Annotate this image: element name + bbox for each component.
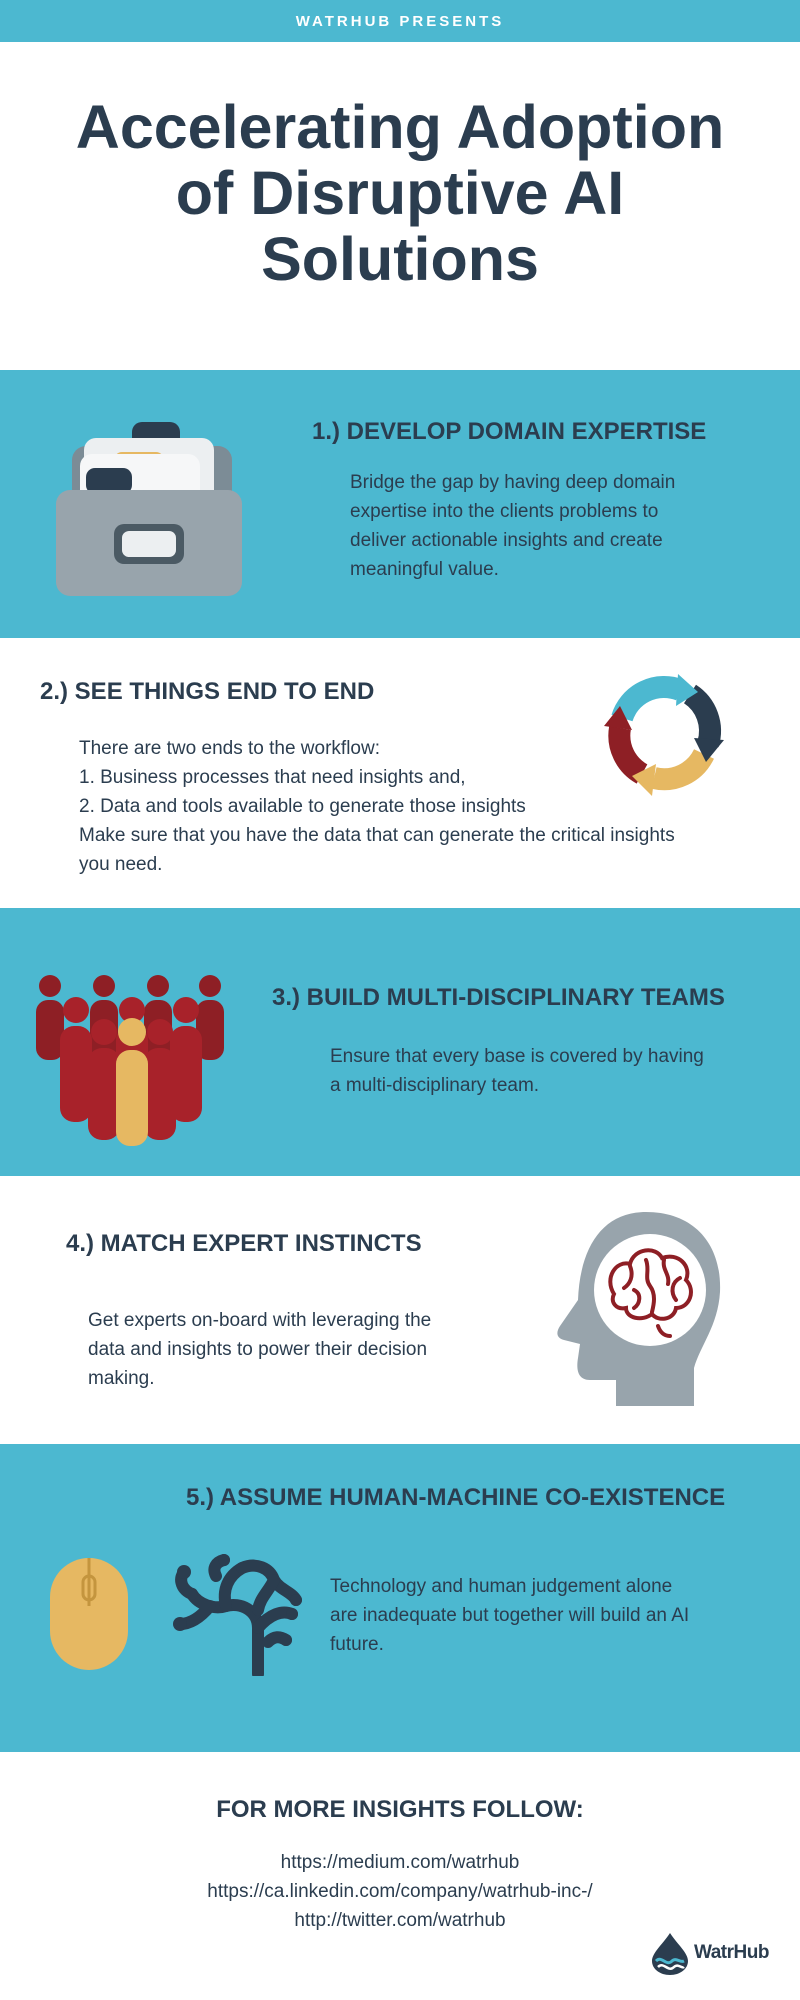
- section-body: Ensure that every base is covered by hav…: [330, 1042, 704, 1100]
- body-line: expertise into the clients problems to: [350, 501, 659, 522]
- body-line: There are two ends to the workflow:: [79, 738, 380, 759]
- body-line: Ensure that every base is covered by hav…: [330, 1046, 704, 1067]
- body-line: deliver actionable insights and create: [350, 530, 663, 551]
- section-body: Bridge the gap by having deep domain exp…: [350, 468, 675, 584]
- section-heading: 1.) DEVELOP DOMAIN EXPERTISE: [312, 418, 707, 445]
- team-people-icon: [36, 975, 224, 1146]
- medium-link[interactable]: https://medium.com/watrhub: [280, 1852, 520, 1873]
- body-line: you need.: [79, 854, 163, 875]
- title-line: Solutions: [261, 225, 539, 293]
- body-line: Make sure that you have the data that ca…: [79, 825, 675, 846]
- body-line: a multi-disciplinary team.: [330, 1075, 540, 1096]
- section-expert-instincts: 4.) MATCH EXPERT INSTINCTS Get experts o…: [0, 1176, 800, 1444]
- head-brain-icon: [557, 1212, 721, 1406]
- section-end-to-end: 2.) SEE THINGS END TO END There are two …: [0, 638, 800, 908]
- top-banner: WATRHUB PRESENTS: [0, 0, 800, 42]
- section-heading: 2.) SEE THINGS END TO END: [40, 678, 375, 705]
- cycle-arrows-icon: [604, 674, 724, 796]
- watrhub-logo: WatrHub: [650, 1930, 769, 1976]
- section-body: There are two ends to the workflow: 1. B…: [79, 734, 526, 821]
- page-title: Accelerating Adoption of Disruptive AI S…: [40, 94, 760, 292]
- body-line: making.: [88, 1368, 155, 1389]
- section-body: Get experts on-board with leveraging the…: [88, 1306, 431, 1393]
- section-body: Technology and human judgement alone are…: [330, 1572, 689, 1659]
- body-line: Technology and human judgement alone: [330, 1576, 673, 1597]
- section-heading: 5.) ASSUME HUMAN-MACHINE CO-EXISTENCE: [186, 1484, 726, 1511]
- section-domain-expertise: 1.) DEVELOP DOMAIN EXPERTISE Bridge the …: [0, 370, 800, 638]
- linkedin-link[interactable]: https://ca.linkedin.com/company/watrhub-…: [207, 1881, 593, 1902]
- twitter-link[interactable]: http://twitter.com/watrhub: [294, 1910, 506, 1931]
- presenter-label: WATRHUB PRESENTS: [295, 12, 505, 30]
- body-line: data and insights to power their decisio…: [88, 1339, 428, 1360]
- body-line: future.: [330, 1634, 384, 1655]
- computer-mouse-icon: [50, 1558, 128, 1670]
- body-line: meaningful value.: [350, 559, 499, 580]
- water-drop-icon: [652, 1933, 688, 1975]
- section-coexistence: 5.) ASSUME HUMAN-MACHINE CO-EXISTENCE Te…: [0, 1444, 800, 1752]
- neural-tree-icon: [173, 1554, 302, 1676]
- footer-heading: FOR MORE INSIGHTS FOLLOW:: [216, 1796, 584, 1823]
- logo-text: WatrHub: [694, 1942, 769, 1963]
- file-cabinet-icon: [56, 422, 242, 596]
- section-teams: 3.) BUILD MULTI-DISCIPLINARY TEAMS Ensur…: [0, 908, 800, 1176]
- section-body-secondary: Make sure that you have the data that ca…: [79, 821, 675, 879]
- footer-links: https://medium.com/watrhub https://ca.li…: [0, 1848, 800, 1935]
- body-line: 1. Business processes that need insights…: [79, 767, 466, 788]
- body-line: Get experts on-board with leveraging the: [88, 1310, 432, 1331]
- title-line: of Disruptive AI: [175, 159, 625, 227]
- section-heading: 3.) BUILD MULTI-DISCIPLINARY TEAMS: [272, 984, 725, 1011]
- body-line: 2. Data and tools available to generate …: [79, 796, 526, 817]
- body-line: Bridge the gap by having deep domain: [350, 472, 676, 493]
- title-line: Accelerating Adoption: [75, 93, 725, 161]
- section-heading: 4.) MATCH EXPERT INSTINCTS: [66, 1230, 422, 1257]
- body-line: are inadequate but together will build a…: [330, 1605, 690, 1626]
